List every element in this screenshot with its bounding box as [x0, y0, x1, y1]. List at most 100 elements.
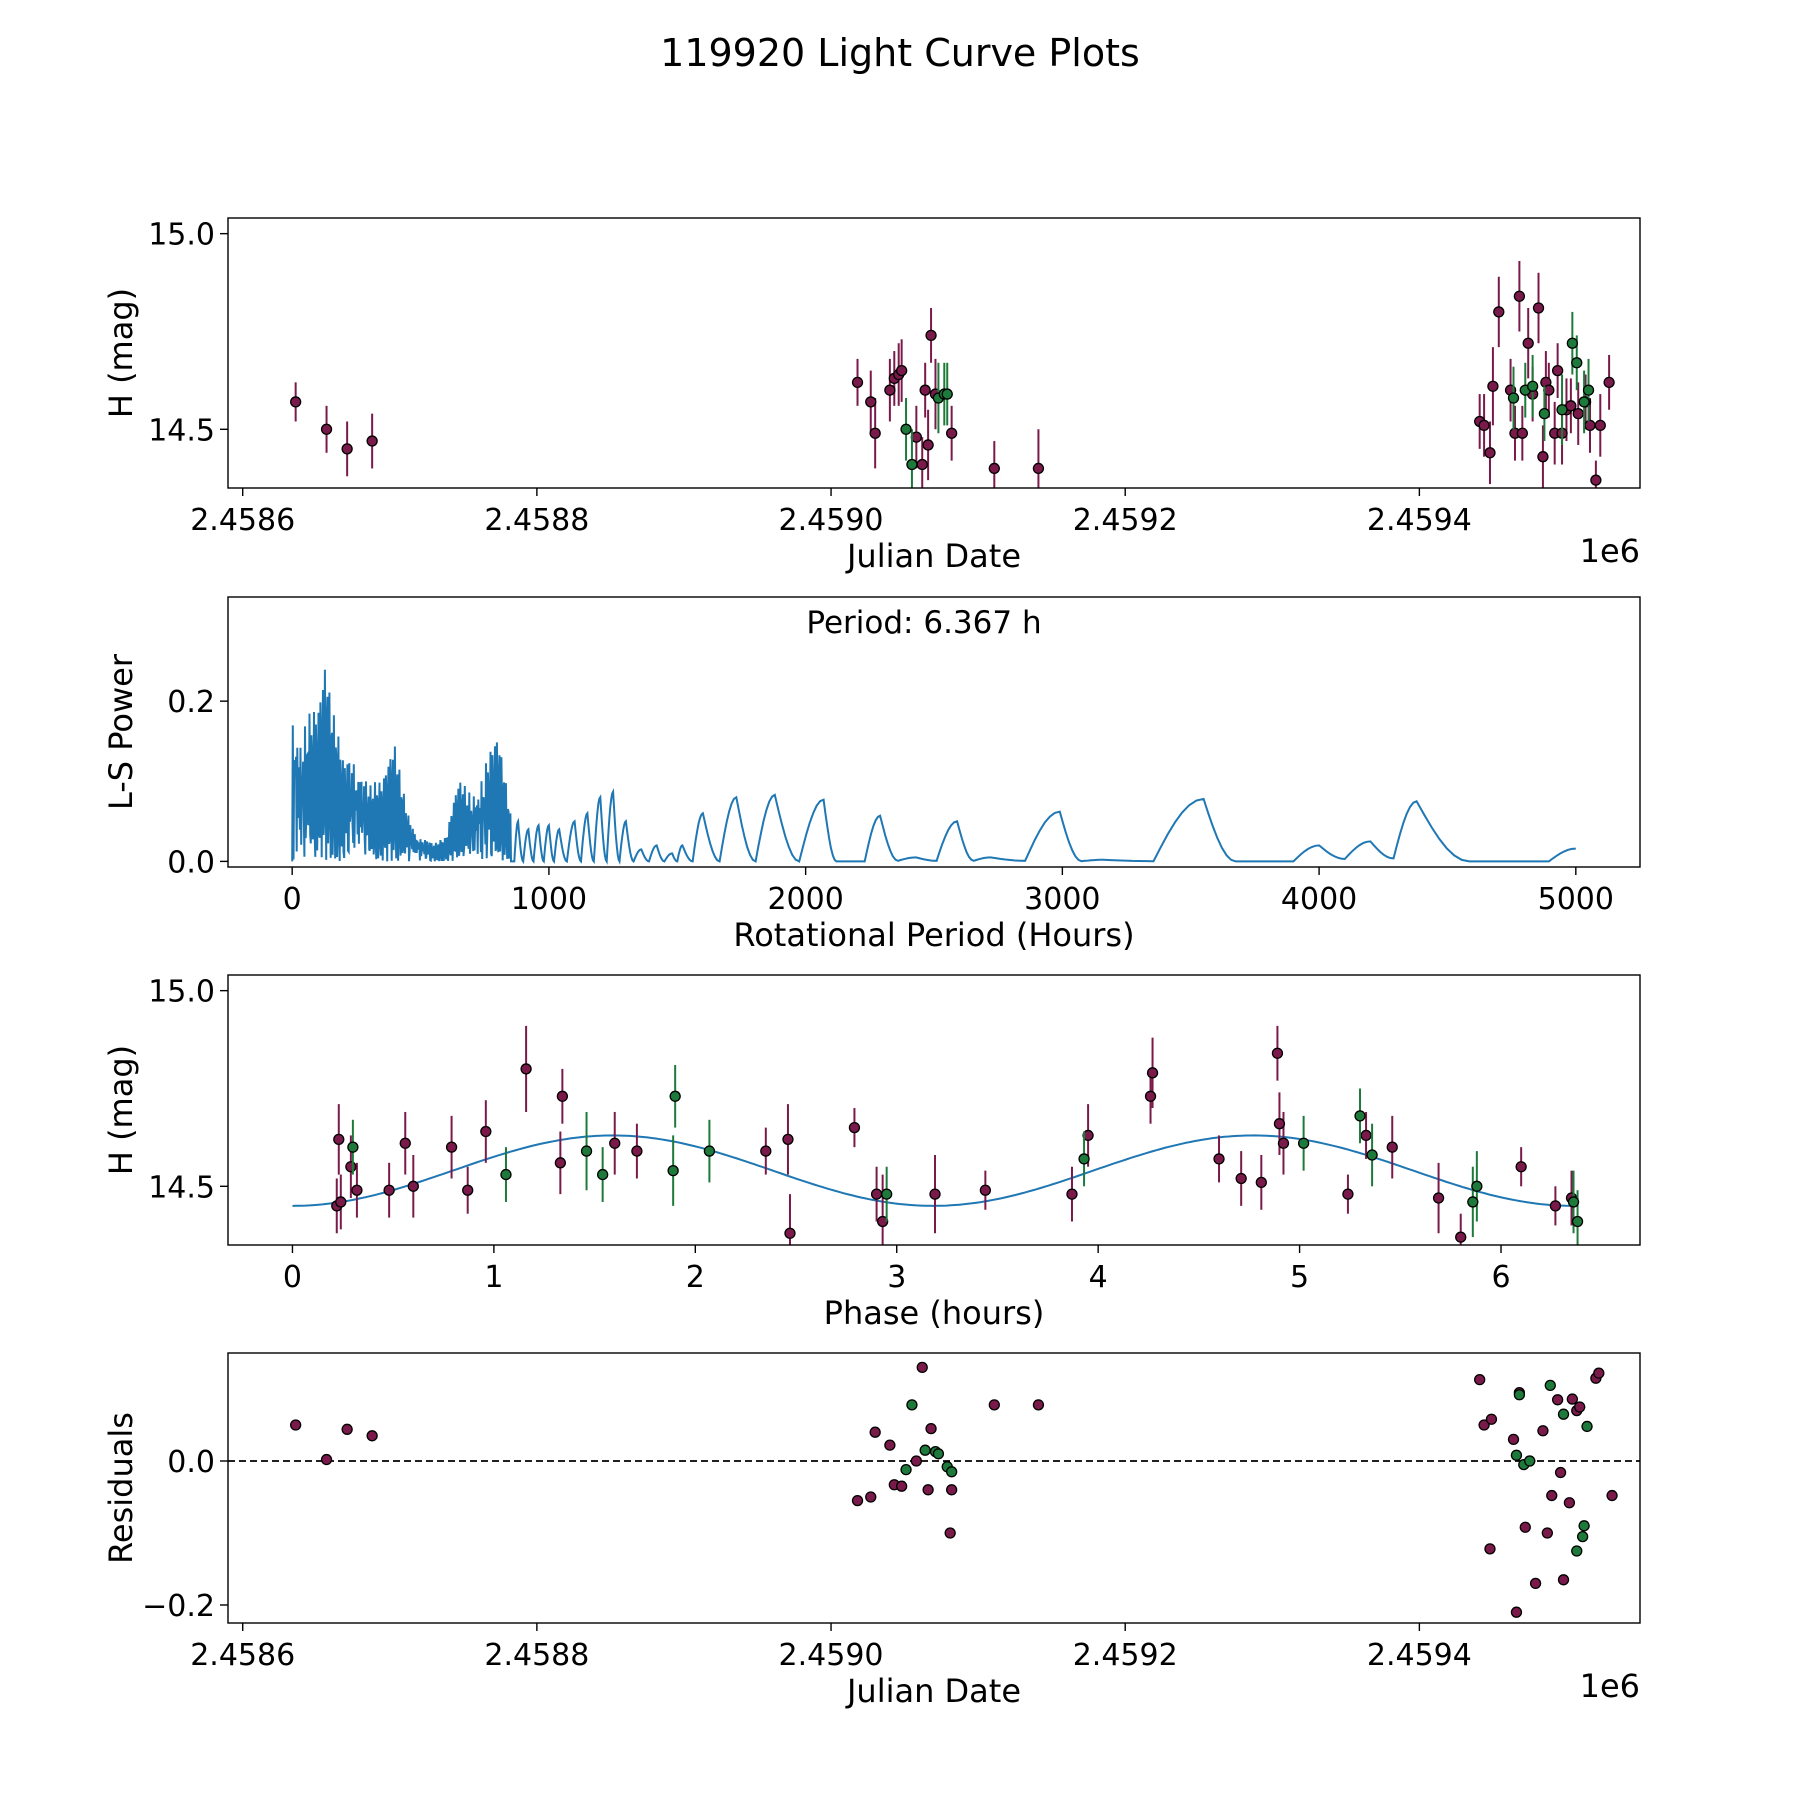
x-tick-label: 2.4592 — [1073, 503, 1178, 538]
maroon-data-point — [1546, 1489, 1558, 1502]
green-data-point — [1297, 1137, 1310, 1149]
maroon-data-point — [869, 427, 881, 439]
maroon-data-point — [1510, 1606, 1523, 1618]
maroon-data-point — [925, 1422, 937, 1435]
maroon-data-point — [1593, 1367, 1605, 1379]
maroon-data-point — [351, 1184, 363, 1196]
maroon-data-point — [1507, 1433, 1520, 1446]
x-tick-label: 2.4588 — [484, 503, 589, 538]
green-data-point — [1566, 337, 1578, 349]
maroon-data-point — [556, 1090, 569, 1102]
maroon-data-point — [1563, 1497, 1576, 1509]
maroon-data-point — [922, 1484, 934, 1496]
x-tick-label: 4 — [1089, 1260, 1108, 1295]
x-tick-label: 2.4586 — [190, 1638, 295, 1673]
green-data-point — [667, 1165, 679, 1177]
maroon-data-point — [848, 1121, 861, 1134]
x-tick-label: 2000 — [767, 882, 843, 917]
green-data-point — [1581, 1420, 1593, 1433]
green-data-point — [1354, 1110, 1366, 1122]
maroon-data-point — [884, 384, 896, 396]
periodogram-frame — [227, 596, 1641, 868]
green-data-point — [900, 1463, 912, 1476]
maroon-data-point — [988, 1399, 1000, 1411]
green-data-point — [703, 1145, 716, 1157]
x-tick-label: 1 — [484, 1260, 503, 1295]
y-tick-label: 14.5 — [148, 1170, 215, 1205]
maroon-data-point — [884, 1439, 896, 1451]
green-data-point — [580, 1145, 593, 1157]
maroon-data-point — [631, 1145, 643, 1157]
phasefold-frame — [227, 974, 1641, 1246]
y-tick-label: 15.0 — [148, 975, 215, 1010]
periodogram-plot-area — [291, 669, 1576, 865]
maroon-data-point — [865, 396, 877, 408]
periodogram-line — [291, 669, 1576, 865]
maroon-data-point — [1594, 419, 1606, 432]
maroon-data-point — [1432, 1192, 1445, 1204]
phasefold-plot-area — [292, 1025, 1584, 1245]
maroon-data-point — [922, 439, 934, 451]
green-data-point — [1510, 1449, 1523, 1461]
maroon-data-point — [925, 329, 937, 342]
maroon-data-point — [1572, 408, 1584, 420]
maroon-data-point — [1146, 1067, 1159, 1079]
green-data-point — [1526, 380, 1539, 392]
green-data-point — [1538, 408, 1551, 420]
green-data-point — [1078, 1153, 1090, 1165]
x-tick-label: 5 — [1290, 1260, 1309, 1295]
maroon-data-point — [554, 1157, 567, 1169]
maroon-data-point — [869, 1426, 881, 1438]
maroon-data-point — [1478, 1419, 1490, 1431]
maroon-data-point — [1584, 419, 1596, 432]
lightcurve-frame — [227, 217, 1641, 489]
maroon-data-point — [1549, 1200, 1562, 1212]
maroon-data-point — [407, 1180, 419, 1192]
maroon-data-point — [1032, 462, 1045, 475]
y-tick-label: 0.2 — [167, 685, 215, 720]
maroon-data-point — [1590, 474, 1602, 486]
maroon-data-point — [1554, 1466, 1567, 1479]
green-data-point — [932, 1448, 945, 1460]
green-data-point — [1578, 396, 1590, 408]
green-data-point — [1467, 1196, 1479, 1208]
y-tick-label: 15.0 — [148, 218, 215, 253]
maroon-data-point — [1277, 1137, 1290, 1149]
maroon-data-point — [1574, 1401, 1586, 1413]
x-tick-label: 3 — [887, 1260, 906, 1295]
green-data-point — [1544, 1379, 1556, 1392]
maroon-data-point — [1557, 1574, 1570, 1586]
maroon-data-point — [916, 1361, 928, 1374]
residuals-panel: 2.4586 2.4588 2.4590 2.4592 2.4594 −0.2 0.0 Jul… — [102, 1352, 1641, 1710]
x-tick-label: 2.4590 — [779, 1638, 884, 1673]
x-tick-label: 2.4594 — [1367, 503, 1472, 538]
green-data-point — [1557, 1408, 1570, 1420]
green-data-point — [500, 1168, 512, 1181]
maroon-data-point — [1255, 1176, 1267, 1189]
maroon-data-point — [320, 423, 333, 435]
periodogram-panel: Period: 6.367 h 0 1000 2000 3000 4000 5000 0.0 0… — [102, 596, 1641, 954]
maroon-data-point — [520, 1063, 532, 1075]
green-data-point — [906, 1399, 918, 1411]
x-tick-label: 0 — [283, 882, 302, 917]
maroon-data-point — [865, 1491, 877, 1503]
maroon-data-point — [916, 458, 928, 471]
y-tick-label: 14.5 — [148, 413, 215, 448]
maroon-data-point — [383, 1184, 395, 1196]
maroon-data-point — [851, 1494, 864, 1507]
green-data-point — [881, 1188, 893, 1200]
maroon-data-point — [1455, 1231, 1467, 1243]
maroon-data-point — [1235, 1172, 1247, 1185]
maroon-data-point — [1474, 1373, 1486, 1386]
maroon-data-point — [1513, 290, 1526, 302]
maroon-data-point — [320, 1453, 333, 1466]
maroon-data-point — [946, 427, 958, 439]
maroon-data-point — [335, 1196, 347, 1208]
green-data-point — [1576, 1530, 1589, 1543]
y-axis-label: H (mag) — [102, 1045, 140, 1175]
maroon-data-point — [1273, 1118, 1286, 1130]
maroon-data-point — [870, 1188, 883, 1200]
green-data-point — [1571, 357, 1583, 369]
x-axis-label: Julian Date — [845, 537, 1021, 575]
